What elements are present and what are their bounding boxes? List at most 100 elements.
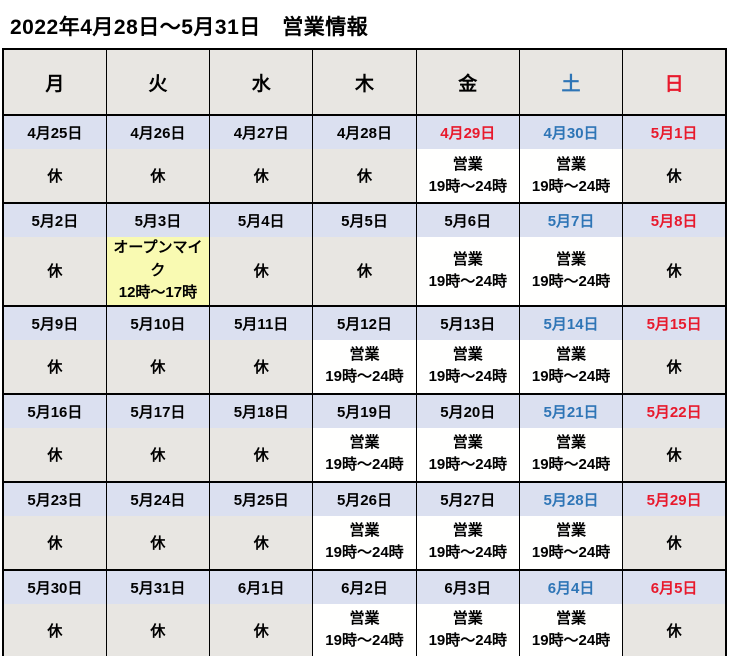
date-cell: 5月12日 [312, 304, 417, 340]
date-cell: 5月23日 [2, 480, 107, 516]
status-line: 休 [356, 263, 372, 281]
status-line: 休 [47, 263, 63, 281]
date-cell: 5月30日 [2, 568, 107, 604]
status-line: 休 [150, 358, 166, 376]
status-line: 19時～24時 [325, 544, 404, 561]
status-cell-closed: 休 [2, 149, 107, 203]
weekday-header-cell: 金 [415, 49, 520, 116]
status-line: 営業 [556, 610, 587, 628]
date-cell: 5月17日 [105, 392, 211, 428]
weekday-header-cell: 土 [518, 49, 624, 116]
status-line: 営業 [452, 155, 483, 173]
status-cell-open: 営業 19時～24時 [518, 149, 624, 203]
date-row: 4月25日 4月26日 4月27日 4月28日 4月29日 4月30日 5月1日 [2, 114, 727, 149]
status-row: 休オープンマイク 12時～17時休休営業 19時～24時 営業 19時～24時休 [2, 237, 727, 306]
date-cell: 5月5日 [312, 202, 417, 237]
date-cell: 5月2日 [2, 202, 107, 237]
date-cell: 5月22日 [622, 392, 727, 428]
date-cell: 5月21日 [518, 392, 624, 428]
weekday-header-row: 月火水木金土日 [2, 49, 727, 116]
status-line: 休 [666, 263, 682, 281]
status-line: 休 [47, 534, 63, 552]
status-cell-closed: 休 [312, 149, 417, 203]
status-cell-closed: 休 [2, 237, 107, 306]
status-row: 休休休営業 19時～24時 営業 19時～24時 営業 19時～24時休 [2, 339, 727, 394]
status-cell-open: 営業 19時～24時 [518, 603, 624, 656]
date-cell: 5月7日 [518, 202, 624, 237]
status-line: 19時～24時 [325, 456, 404, 473]
calendar-header: 月火水木金土日 [2, 49, 727, 116]
date-cell: 4月25日 [2, 114, 107, 149]
status-line: 12時～17時 [118, 284, 198, 301]
status-line: 休 [253, 168, 269, 185]
status-cell-open: 営業 19時～24時 [518, 339, 624, 394]
status-cell-closed: 休 [622, 515, 727, 570]
status-line: 営業 [556, 434, 587, 452]
status-cell-open: 営業 19時～24時 [415, 339, 520, 394]
date-cell: 6月4日 [518, 568, 624, 604]
status-line: 休 [666, 168, 682, 185]
date-cell: 5月20日 [415, 392, 520, 428]
weekday-header-cell: 火 [105, 49, 211, 116]
date-cell: 5月29日 [622, 480, 727, 516]
date-cell: 5月15日 [622, 304, 727, 340]
status-cell-closed: 休 [105, 515, 211, 570]
status-cell-closed: 休 [622, 237, 727, 306]
status-cell-closed: 休 [2, 339, 107, 394]
status-line: 19時～24時 [428, 632, 507, 649]
status-line: 営業 [452, 610, 483, 628]
date-cell: 5月18日 [209, 392, 314, 428]
date-cell: 5月8日 [622, 202, 727, 237]
date-cell: 5月13日 [415, 304, 520, 340]
date-row: 5月9日 5月10日 5月11日 5月12日 5月13日 5月14日 5月15日 [2, 304, 727, 340]
status-line: 休 [253, 358, 269, 376]
status-line: 休 [150, 534, 166, 552]
calendar-body: 4月25日 4月26日 4月27日 4月28日 4月29日 4月30日 5月1日休休休休営業… [2, 114, 727, 656]
status-row: 休休休営業 19時～24時 営業 19時～24時 営業 19時～24時休 [2, 427, 727, 482]
status-line: 休 [666, 446, 682, 464]
date-cell: 4月30日 [518, 114, 624, 149]
date-cell: 5月26日 [312, 480, 417, 516]
date-cell: 6月3日 [415, 568, 520, 604]
status-line: 19時～24時 [428, 456, 507, 473]
date-cell: 4月26日 [105, 114, 211, 149]
status-cell-closed: 休 [209, 149, 314, 203]
status-line: 営業 [349, 346, 380, 364]
date-cell: 4月27日 [209, 114, 314, 149]
date-cell: 5月14日 [518, 304, 624, 340]
status-cell-open: 営業 19時～24時 [312, 427, 417, 482]
status-line: 休 [150, 446, 166, 464]
status-line: 休 [253, 263, 269, 281]
status-cell-open: 営業 19時～24時 [312, 339, 417, 394]
status-cell-open: 営業 19時～24時 [415, 427, 520, 482]
status-line: 19時～24時 [325, 368, 404, 385]
status-cell-open: 営業 19時～24時 [415, 515, 520, 570]
date-cell: 5月28日 [518, 480, 624, 516]
date-cell: 5月31日 [105, 568, 211, 604]
status-cell-closed: 休 [622, 339, 727, 394]
status-line: 営業 [452, 434, 483, 452]
status-line: 休 [356, 168, 372, 185]
status-cell-open: 営業 19時～24時 [312, 515, 417, 570]
status-cell-open: 営業 19時～24時 [312, 603, 417, 656]
date-cell: 5月9日 [2, 304, 107, 340]
status-cell-event: オープンマイク 12時～17時 [105, 237, 211, 306]
date-cell: 6月1日 [209, 568, 314, 604]
status-line: 営業 [556, 522, 587, 540]
status-line: 営業 [556, 155, 587, 173]
status-cell-open: 営業 19時～24時 [415, 603, 520, 656]
status-line: 休 [47, 622, 63, 640]
status-line: 営業 [349, 522, 380, 540]
status-line: オープンマイク [113, 239, 203, 279]
status-cell-open: 営業 19時～24時 [415, 149, 520, 203]
weekday-header-cell: 月 [2, 49, 107, 116]
status-line: 19時～24時 [531, 544, 611, 561]
status-cell-closed: 休 [105, 427, 211, 482]
status-row: 休休休営業 19時～24時 営業 19時～24時 営業 19時～24時休 [2, 603, 727, 656]
status-line: 営業 [556, 251, 587, 268]
status-cell-closed: 休 [209, 339, 314, 394]
weekday-header-cell: 木 [312, 49, 417, 116]
status-line: 休 [666, 534, 682, 552]
date-row: 5月30日 5月31日 6月1日 6月2日 6月3日 6月4日 6月5日 [2, 568, 727, 604]
